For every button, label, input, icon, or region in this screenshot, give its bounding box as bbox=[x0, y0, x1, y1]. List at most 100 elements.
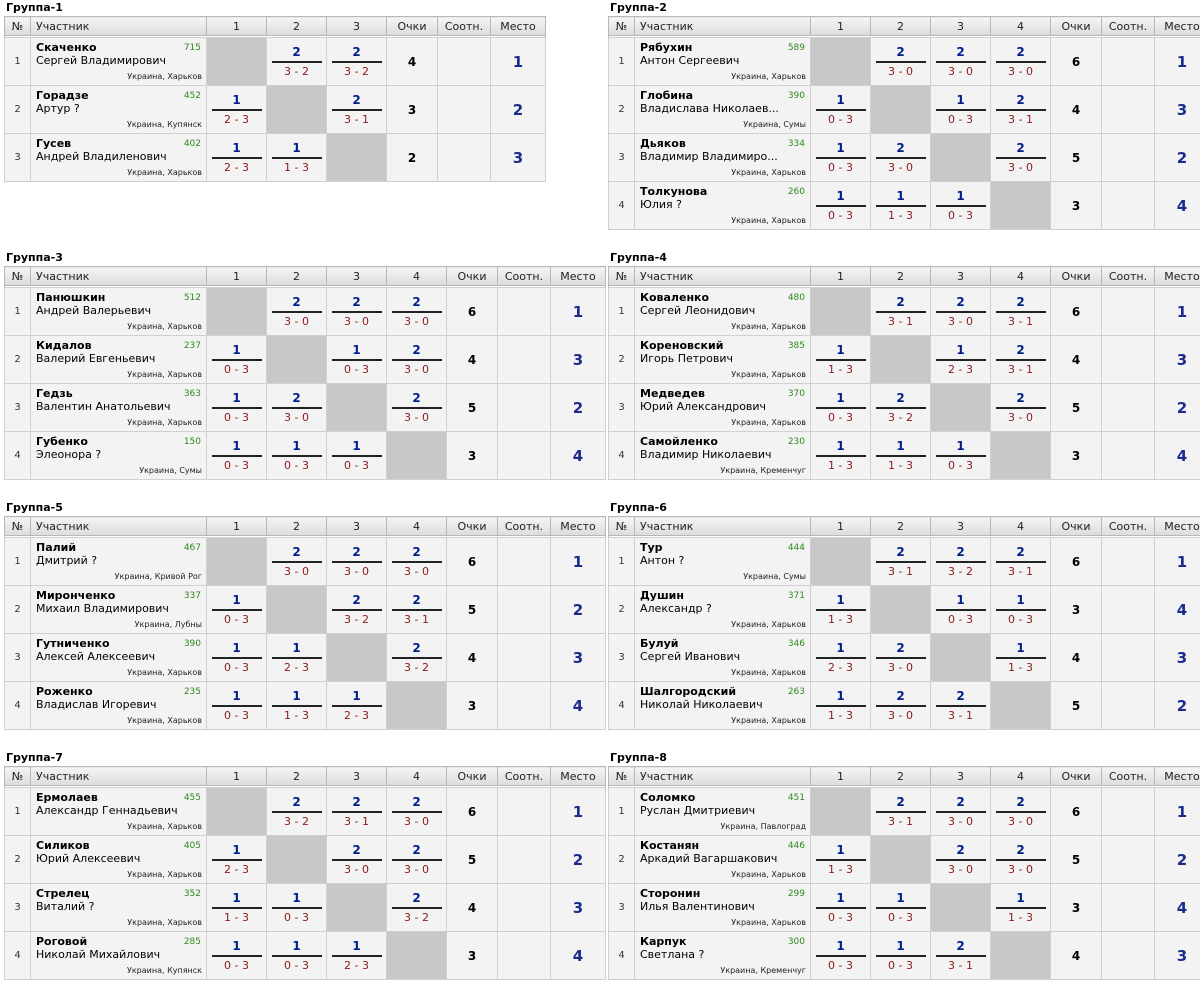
participant-cell[interactable]: Соломко 451 Руслан Дмитриевич Украина, Павл… bbox=[634, 787, 811, 836]
participant-cell[interactable]: Душин 371 Александр ? Украина, Харьков bbox=[634, 585, 811, 634]
participant-last-name[interactable]: Панюшкин bbox=[36, 291, 106, 304]
header-participant[interactable]: Участник bbox=[30, 766, 207, 786]
participant-last-name[interactable]: Палий bbox=[36, 541, 77, 554]
participant-cell[interactable]: Стрелец 352 Виталий ? Украина, Харьков bbox=[30, 883, 207, 932]
participant-last-name[interactable]: Дьяков bbox=[640, 137, 686, 150]
header-place[interactable]: Место bbox=[550, 516, 606, 536]
participant-cell[interactable]: Гутниченко 390 Алексей Алексеевич Украина, … bbox=[30, 633, 207, 682]
participant-cell[interactable]: Глобина 390 Владислава Николаев... Украина,… bbox=[634, 85, 811, 134]
participant-cell[interactable]: Миронченко 337 Михаил Владимирович Украина,… bbox=[30, 585, 207, 634]
participant-last-name[interactable]: Костанян bbox=[640, 839, 700, 852]
participant-cell[interactable]: Кидалов 237 Валерий Евгеньевич Украина, Хар… bbox=[30, 335, 207, 384]
participant-last-name[interactable]: Шалгородский bbox=[640, 685, 737, 698]
header-ratio[interactable]: Соотн. bbox=[1101, 516, 1155, 536]
header-participant[interactable]: Участник bbox=[634, 766, 811, 786]
participant-last-name[interactable]: Миронченко bbox=[36, 589, 116, 602]
participant-last-name[interactable]: Самойленко bbox=[640, 435, 718, 448]
participant-last-name[interactable]: Роженко bbox=[36, 685, 93, 698]
participant-last-name[interactable]: Рябухин bbox=[640, 41, 693, 54]
participant-cell[interactable]: Костанян 446 Аркадий Вагаршакович Украина, … bbox=[634, 835, 811, 884]
participant-cell[interactable]: Шалгородский 263 Николай Николаевич Украина… bbox=[634, 681, 811, 730]
participant-cell[interactable]: Гедзь 363 Валентин Анатольевич Украина, Хар… bbox=[30, 383, 207, 432]
participant-last-name[interactable]: Карпук bbox=[640, 935, 687, 948]
participant-last-name[interactable]: Сторонин bbox=[640, 887, 701, 900]
participant-last-name[interactable]: Гедзь bbox=[36, 387, 73, 400]
participant-last-name[interactable]: Кореновский bbox=[640, 339, 724, 352]
header-points[interactable]: Очки bbox=[446, 516, 498, 536]
participant-cell[interactable]: Скаченко 715 Сергей Владимирович Украина, Х… bbox=[30, 37, 207, 86]
participant-last-name[interactable]: Роговой bbox=[36, 935, 88, 948]
header-ratio[interactable]: Соотн. bbox=[497, 266, 551, 286]
header-place[interactable]: Место bbox=[550, 266, 606, 286]
participant-cell[interactable]: Коваленко 480 Сергей Леонидович Украина, Ха… bbox=[634, 287, 811, 336]
participant-last-name[interactable]: Душин bbox=[640, 589, 684, 602]
header-points[interactable]: Очки bbox=[386, 16, 438, 36]
header-ratio[interactable]: Соотн. bbox=[497, 766, 551, 786]
header-points[interactable]: Очки bbox=[1050, 766, 1102, 786]
participant-cell[interactable]: Горадзе 452 Артур ? Украина, Купянск bbox=[30, 85, 207, 134]
header-ratio[interactable]: Соотн. bbox=[1101, 266, 1155, 286]
participant-cell[interactable]: Гусев 402 Андрей Владиленович Украина, Харь… bbox=[30, 133, 207, 182]
participant-cell[interactable]: Ермолаев 455 Александр Геннадьевич Украина,… bbox=[30, 787, 207, 836]
participant-last-name[interactable]: Ермолаев bbox=[36, 791, 98, 804]
participant-cell[interactable]: Медведев 370 Юрий Александрович Украина, Ха… bbox=[634, 383, 811, 432]
participant-last-name[interactable]: Губенко bbox=[36, 435, 88, 448]
participant-last-name[interactable]: Коваленко bbox=[640, 291, 710, 304]
participant-cell[interactable]: Панюшкин 512 Андрей Валерьевич Украина, Хар… bbox=[30, 287, 207, 336]
header-participant[interactable]: Участник bbox=[30, 16, 207, 36]
participant-cell[interactable]: Толкунова 260 Юлия ? Украина, Харьков bbox=[634, 181, 811, 230]
participant-last-name[interactable]: Глобина bbox=[640, 89, 694, 102]
header-place[interactable]: Место bbox=[550, 766, 606, 786]
participant-cell[interactable]: Роговой 285 Николай Михайлович Украина, Куп… bbox=[30, 931, 207, 980]
header-ratio[interactable]: Соотн. bbox=[1101, 16, 1155, 36]
header-participant[interactable]: Участник bbox=[634, 266, 811, 286]
